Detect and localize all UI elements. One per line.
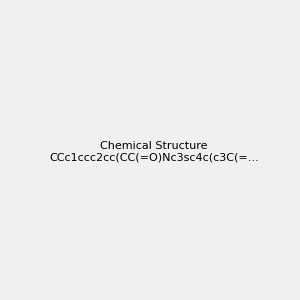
Text: Chemical Structure
CCc1ccc2cc(CC(=O)Nc3sc4c(c3C(=...: Chemical Structure CCc1ccc2cc(CC(=O)Nc3s… (49, 141, 259, 162)
